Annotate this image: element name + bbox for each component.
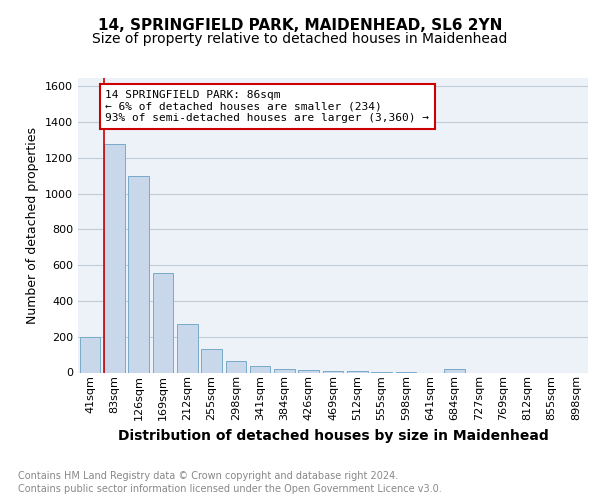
Bar xyxy=(274,368,295,372)
Text: Size of property relative to detached houses in Maidenhead: Size of property relative to detached ho… xyxy=(92,32,508,46)
Text: 14, SPRINGFIELD PARK, MAIDENHEAD, SL6 2YN: 14, SPRINGFIELD PARK, MAIDENHEAD, SL6 2Y… xyxy=(98,18,502,32)
Bar xyxy=(80,336,100,372)
Bar xyxy=(128,176,149,372)
Text: 14 SPRINGFIELD PARK: 86sqm
← 6% of detached houses are smaller (234)
93% of semi: 14 SPRINGFIELD PARK: 86sqm ← 6% of detac… xyxy=(105,90,429,123)
Bar xyxy=(323,370,343,372)
Bar xyxy=(104,144,125,372)
Bar xyxy=(444,369,465,372)
Bar xyxy=(226,361,246,372)
Bar xyxy=(201,350,222,372)
Text: Contains HM Land Registry data © Crown copyright and database right 2024.: Contains HM Land Registry data © Crown c… xyxy=(18,471,398,481)
Text: Contains public sector information licensed under the Open Government Licence v3: Contains public sector information licen… xyxy=(18,484,442,494)
Bar xyxy=(298,370,319,372)
Bar xyxy=(250,366,271,372)
Bar xyxy=(152,274,173,372)
Bar xyxy=(347,371,368,372)
Bar xyxy=(177,324,197,372)
X-axis label: Distribution of detached houses by size in Maidenhead: Distribution of detached houses by size … xyxy=(118,428,548,442)
Y-axis label: Number of detached properties: Number of detached properties xyxy=(26,126,40,324)
